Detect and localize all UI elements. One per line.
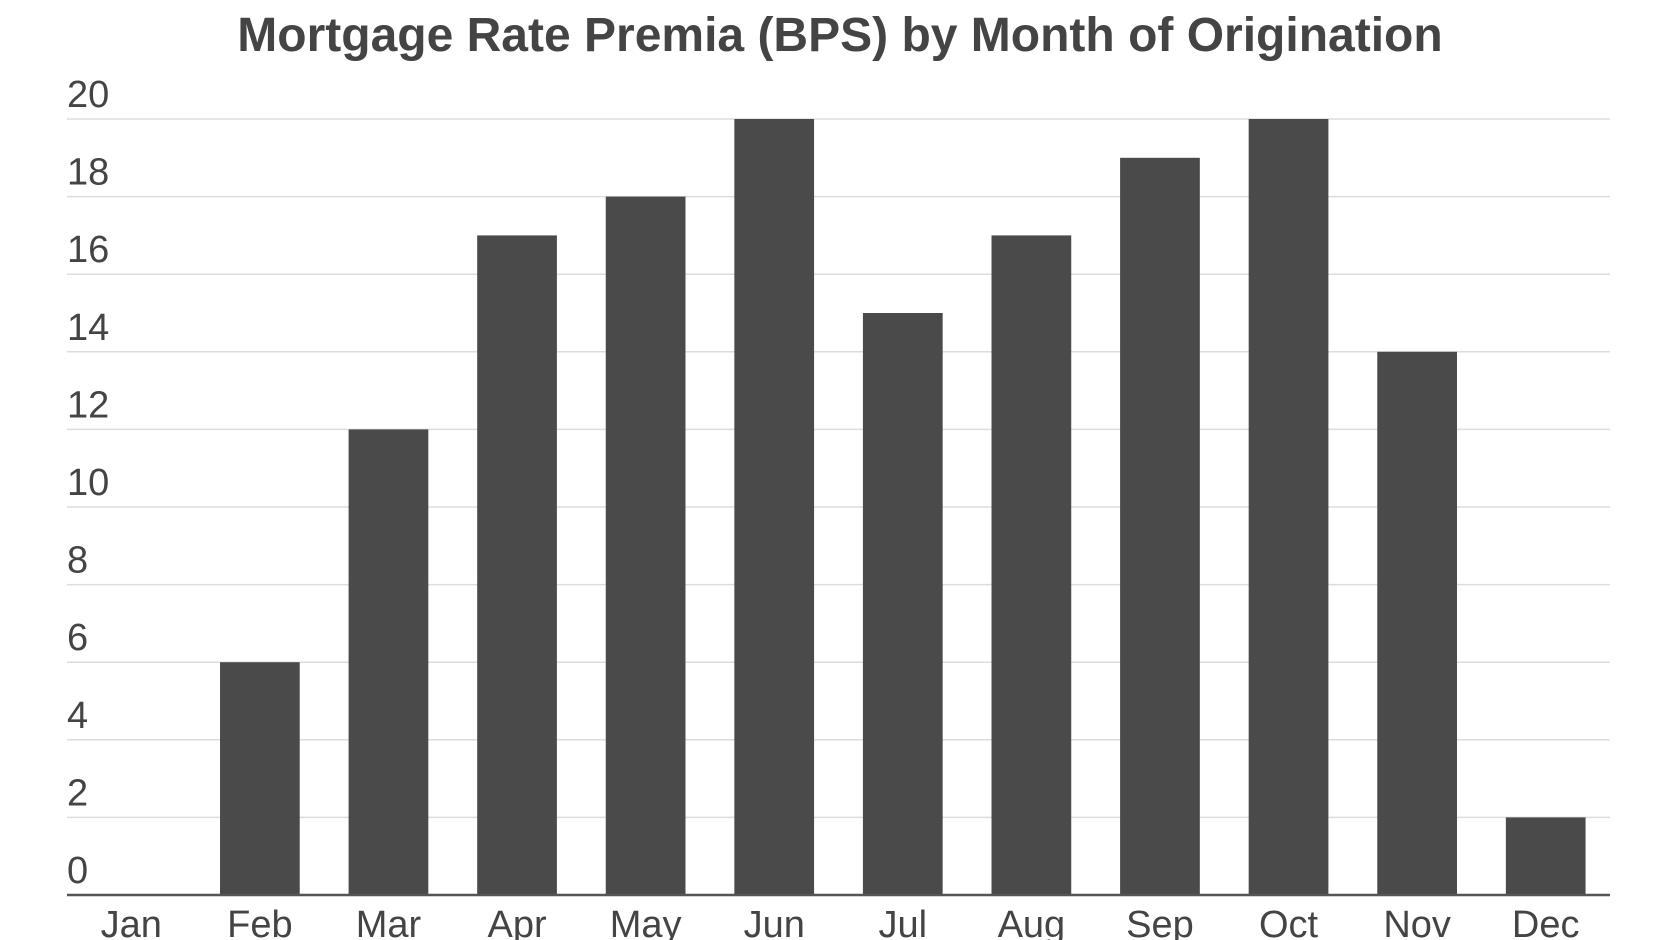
x-tick-label: Nov <box>1383 904 1451 940</box>
x-tick-label: Mar <box>356 904 422 940</box>
y-tick-label: 10 <box>67 462 109 504</box>
y-tick-label: 20 <box>67 74 109 116</box>
bar-dec <box>1505 817 1586 895</box>
x-tick-label: Sep <box>1126 904 1194 940</box>
x-tick-label: Jun <box>744 904 805 940</box>
bar-jun <box>734 119 815 895</box>
y-tick-label: 18 <box>67 152 109 194</box>
y-axis-ticks: 0 2 4 6 8 10 12 14 16 18 20 <box>67 74 109 892</box>
y-tick-label: 16 <box>67 229 109 271</box>
x-tick-label: Dec <box>1512 904 1580 940</box>
bar-jul <box>862 313 943 895</box>
bar-oct <box>1248 119 1329 895</box>
y-tick-label: 6 <box>67 617 88 659</box>
x-tick-label: Aug <box>998 904 1066 940</box>
x-axis-ticks: Jan Feb Mar Apr May Jun Jul Aug Sep Oct Nov Dec <box>101 904 1580 940</box>
bar-apr <box>477 235 557 895</box>
x-tick-label: Apr <box>487 904 546 940</box>
bar-feb <box>220 662 300 895</box>
bar-mar <box>348 429 429 895</box>
y-tick-label: 14 <box>67 307 109 349</box>
y-tick-label: 8 <box>67 540 88 582</box>
y-tick-label: 0 <box>67 850 88 892</box>
bar-sep <box>1120 157 1200 896</box>
chart-title: Mortgage Rate Premia (BPS) by Month of O… <box>237 9 1443 62</box>
x-tick-label: May <box>610 904 682 940</box>
bar-nov <box>1377 351 1457 895</box>
bar-aug <box>991 235 1072 895</box>
y-tick-label: 12 <box>67 384 109 426</box>
gridlines <box>67 118 1610 819</box>
x-tick-label: Jul <box>879 904 928 940</box>
y-tick-label: 4 <box>67 695 88 737</box>
x-tick-label: Feb <box>227 904 292 940</box>
bar-may <box>605 196 686 896</box>
y-tick-label: 2 <box>67 772 88 814</box>
bars <box>220 119 1586 896</box>
x-tick-label: Jan <box>101 904 162 940</box>
x-tick-label: Oct <box>1259 904 1319 940</box>
